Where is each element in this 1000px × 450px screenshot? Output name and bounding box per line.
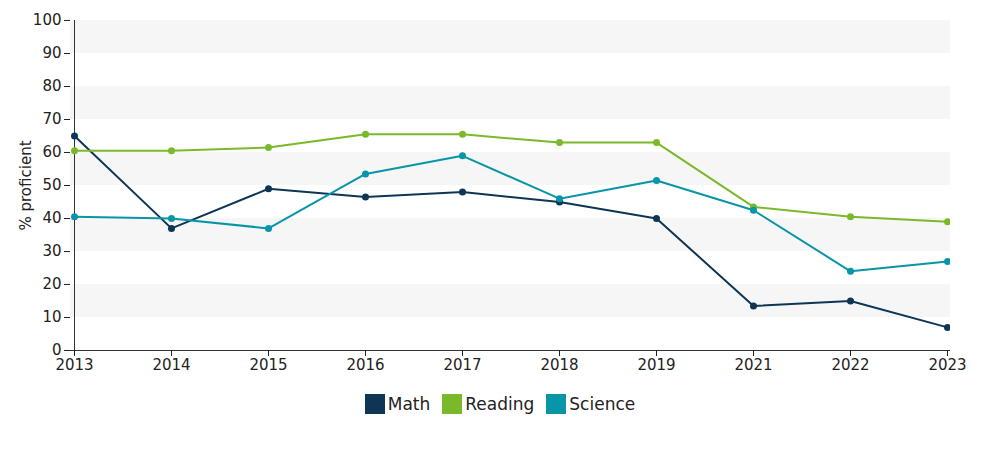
html-text:Reading: Reading — [465, 394, 535, 414]
svg-text:2013: 2013 — [55, 356, 93, 374]
html-text:Science: Science — [569, 394, 636, 414]
svg-text:60: 60 — [42, 143, 61, 161]
svg-text:2015: 2015 — [249, 356, 287, 374]
svg-text:40: 40 — [42, 209, 61, 227]
html-text:Math: Math — [387, 394, 431, 414]
svg-text:10: 10 — [42, 308, 61, 326]
svg-text:2019: 2019 — [637, 356, 675, 374]
svg-text:2014: 2014 — [152, 356, 190, 374]
svg-text:% proficient: % proficient — [17, 140, 35, 230]
svg-text:90: 90 — [42, 44, 61, 62]
svg-text:50: 50 — [42, 176, 61, 194]
svg-text:2023: 2023 — [928, 356, 966, 374]
svg-text:2016: 2016 — [346, 356, 384, 374]
svg-text:20: 20 — [42, 275, 61, 293]
svg-text:2022: 2022 — [831, 356, 869, 374]
svg-text:2017: 2017 — [443, 356, 481, 374]
svg-text:100: 100 — [33, 11, 62, 29]
svg-text:0: 0 — [52, 341, 62, 360]
svg-text:30: 30 — [42, 242, 61, 260]
svg-text:2018: 2018 — [540, 356, 578, 374]
svg-text:70: 70 — [42, 110, 61, 128]
svg-text:2021: 2021 — [734, 356, 772, 374]
svg-text:80: 80 — [42, 77, 61, 95]
